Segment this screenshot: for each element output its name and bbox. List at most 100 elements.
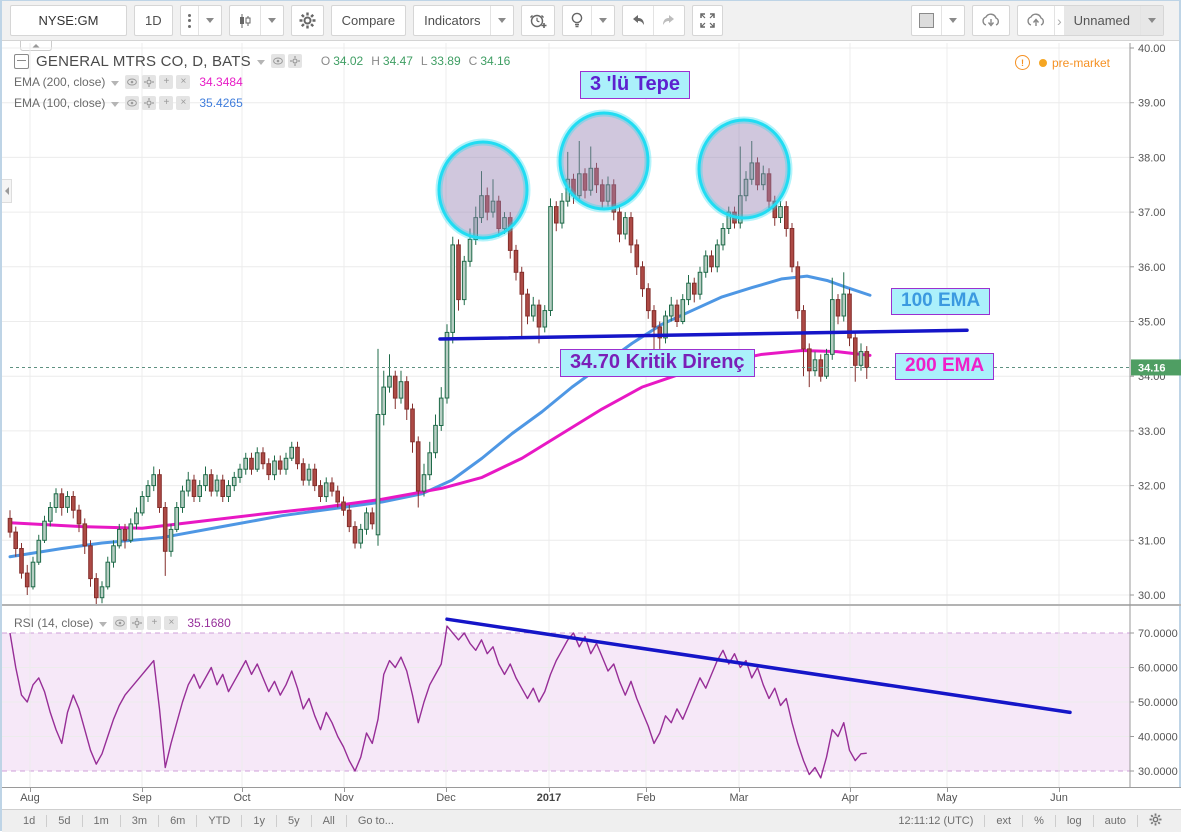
ema100-label[interactable]: 100 EMA [891, 288, 991, 315]
time-axis[interactable]: Aug Sep Oct Nov Dec 2017 Feb Mar Apr May Jun [2, 787, 1181, 810]
goto-button[interactable]: Go to... [357, 815, 394, 827]
plus-icon[interactable]: + [159, 75, 174, 89]
ideas-dropdown[interactable] [592, 6, 614, 35]
load-layout-button[interactable] [973, 6, 1009, 35]
svg-text:34.16: 34.16 [1138, 362, 1166, 374]
gear-icon[interactable] [142, 75, 157, 89]
triple-top-label[interactable]: 3 'lü Tepe [580, 71, 690, 99]
alarm-clock-plus-icon [530, 14, 547, 28]
time-tick [30, 788, 31, 792]
indicators-dropdown[interactable] [491, 6, 513, 35]
svg-text:35.00: 35.00 [1138, 317, 1166, 329]
cloud-upload-icon [1027, 13, 1044, 26]
chevron-down-icon[interactable] [111, 101, 120, 107]
close-icon[interactable]: × [176, 75, 191, 89]
interval-button[interactable]: 1D [145, 13, 162, 28]
settings-button[interactable] [292, 6, 323, 35]
range-ytd-button[interactable]: YTD [208, 815, 231, 827]
compare-button[interactable]: Compare [341, 13, 396, 28]
layout-select-button[interactable] [912, 6, 942, 35]
gear-icon[interactable] [142, 96, 157, 110]
chart-style-button[interactable] [230, 6, 261, 35]
range-1m-button[interactable]: 1m [93, 815, 109, 827]
separator [119, 815, 121, 827]
close-icon[interactable]: × [176, 96, 191, 110]
svg-text:70.0000: 70.0000 [1138, 628, 1178, 640]
range-all-button[interactable]: All [322, 815, 335, 827]
toolbar-collapse-tab[interactable] [20, 41, 52, 51]
gear-icon[interactable] [287, 54, 302, 68]
drawing-bar-handle[interactable] [2, 179, 12, 203]
plus-icon[interactable]: + [159, 96, 174, 110]
gear-icon [299, 12, 316, 29]
svg-text:30.00: 30.00 [1138, 590, 1166, 602]
eye-icon[interactable] [270, 54, 285, 68]
layout-square-icon [918, 13, 934, 28]
rsi-trendline[interactable] [445, 617, 1072, 715]
axis-settings-button[interactable] [1138, 813, 1173, 829]
warning-icon[interactable]: ! [1015, 55, 1030, 70]
chevron-down-icon[interactable] [111, 80, 120, 86]
ema100-legend-row[interactable]: EMA (100, close) + × 35.4265 [14, 93, 510, 113]
redo-button[interactable] [654, 6, 684, 35]
chevron-down-icon[interactable] [256, 59, 265, 65]
gear-icon[interactable] [130, 616, 145, 630]
range-3m-button[interactable]: 3m [131, 815, 148, 827]
time-tick [646, 788, 647, 792]
save-layout-button[interactable] [1018, 6, 1055, 35]
chart-style-dropdown[interactable] [261, 6, 283, 35]
range-1d-button[interactable]: 1d [23, 815, 36, 827]
add-alert-button[interactable] [522, 6, 554, 35]
premarket-dot-icon [1039, 58, 1047, 67]
eye-icon[interactable] [125, 75, 140, 89]
candles [7, 141, 870, 606]
time-label-mar: Mar [729, 792, 749, 804]
triple-top-circles[interactable] [435, 109, 793, 242]
collapse-legend-icon[interactable] [14, 53, 29, 69]
auto-toggle[interactable]: auto [1104, 815, 1126, 827]
interval-menu-button[interactable] [181, 6, 199, 35]
price-chart-canvas[interactable]: 40.00 39.00 38.00 37.00 36.00 35.00 34.00 33.00… [2, 41, 1181, 787]
clock-label[interactable]: 12:11:12 (UTC) [898, 815, 974, 827]
time-label-jun: Jun [1050, 792, 1068, 804]
separator [158, 815, 160, 827]
plus-icon[interactable]: + [147, 616, 162, 630]
rsi-legend-row[interactable]: RSI (14, close) + × 35.1680 [14, 613, 231, 633]
ema200-label: EMA (200, close) [14, 75, 106, 89]
ema200-line[interactable] [8, 348, 872, 530]
resistance-label[interactable]: 34.70 Kritik Direnç [560, 349, 755, 377]
ema200-legend-row[interactable]: EMA (200, close) + × 34.3484 [14, 72, 510, 92]
svg-text:40.0000: 40.0000 [1138, 732, 1178, 744]
range-1y-button[interactable]: 1y [253, 815, 265, 827]
svg-text:40.00: 40.00 [1138, 43, 1166, 55]
resistance-trendline[interactable] [438, 328, 969, 341]
percent-toggle[interactable]: % [1034, 815, 1044, 827]
ext-toggle[interactable]: ext [996, 815, 1012, 827]
interval-dropdown-button[interactable] [199, 6, 221, 35]
close-icon[interactable]: × [164, 616, 179, 630]
ema200-label[interactable]: 200 EMA [895, 353, 995, 380]
main-series-legend-row[interactable]: GENERAL MTRS CO, D, BATS O 34.02 H 34.47 L… [14, 51, 510, 71]
range-6m-button[interactable]: 6m [170, 815, 186, 827]
pane-divider[interactable] [2, 604, 1181, 606]
eye-icon[interactable] [125, 96, 140, 110]
undo-button[interactable] [623, 6, 655, 35]
layout-dropdown[interactable] [942, 6, 964, 35]
range-5d-button[interactable]: 5d [58, 815, 71, 827]
indicators-button[interactable]: Indicators [414, 6, 492, 35]
symbol-title: GENERAL MTRS CO, D, BATS [36, 52, 251, 70]
layout-name-label[interactable]: Unnamed [1063, 6, 1141, 35]
range-5y-button[interactable]: 5y [287, 815, 300, 827]
fullscreen-button[interactable] [693, 6, 722, 35]
layout-name-dropdown[interactable] [1141, 6, 1163, 35]
chevron-down-icon[interactable] [99, 621, 108, 627]
eye-icon[interactable] [113, 616, 128, 630]
log-toggle[interactable]: log [1066, 815, 1082, 827]
svg-text:50.0000: 50.0000 [1138, 697, 1178, 709]
ema100-line[interactable] [8, 274, 872, 559]
symbol-input[interactable]: NYSE:GM [38, 13, 99, 28]
svg-text:32.00: 32.00 [1138, 481, 1166, 493]
chevron-down-icon [267, 18, 276, 23]
ideas-button[interactable] [563, 6, 593, 35]
time-tick [344, 788, 345, 792]
